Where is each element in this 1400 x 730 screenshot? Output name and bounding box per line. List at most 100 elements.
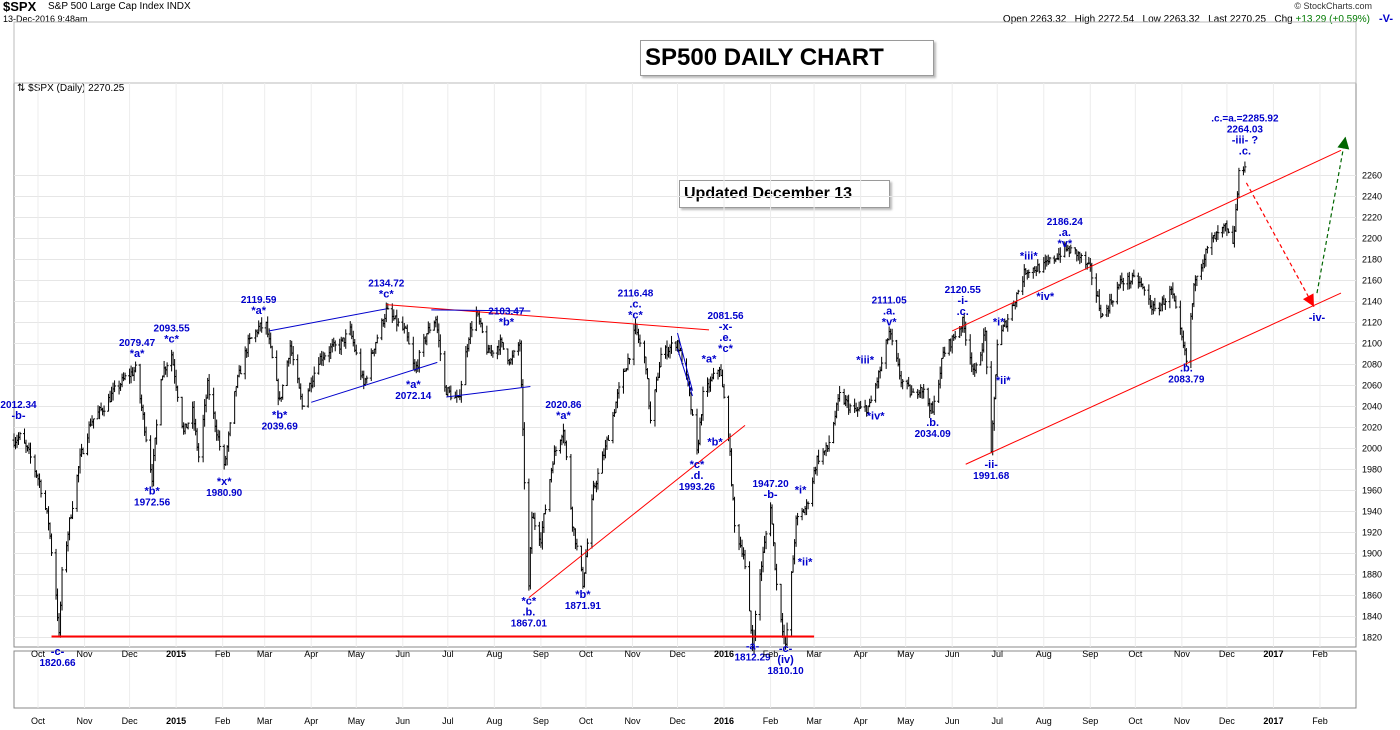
wave-label: 2072.14: [395, 391, 432, 402]
open-value: 2263.32: [1030, 14, 1067, 25]
x-tick-label-lower: Jul: [442, 716, 454, 726]
last-value: 2270.25: [1229, 14, 1267, 25]
wave-label: *a*: [251, 305, 266, 317]
wave-label: -x-: [719, 321, 733, 333]
wave-label: *a*: [406, 379, 421, 391]
wave-label: *v*: [1057, 238, 1072, 250]
axes: 1820 1840 1860 1880 1900 1920 1940 1960 1980 2000…: [31, 171, 1382, 727]
x-tick-label-lower: Oct: [31, 716, 46, 726]
wave-label: 1980.90: [206, 488, 243, 499]
wave-label: *c*: [690, 459, 705, 471]
x-tick-label: Mar: [806, 649, 822, 659]
x-tick-label: Sep: [1082, 649, 1098, 659]
trendline-triangle-lower: [446, 386, 531, 398]
wave-label: 2134.72: [368, 278, 405, 289]
x-tick-label-lower: Oct: [1128, 716, 1143, 726]
wave-label: *iii*: [856, 354, 874, 366]
trendline-triangle-upper: [431, 309, 531, 312]
y-tick-label: 2240: [1362, 192, 1382, 202]
trendline-wedge-upper: [269, 308, 387, 332]
wave-label: 1947.20: [752, 479, 789, 490]
wave-label: *b*: [575, 589, 591, 601]
brand-logo: © StockCharts.com: [1294, 1, 1372, 11]
x-tick-label: Nov: [77, 649, 94, 659]
x-tick-label: Oct: [579, 649, 594, 659]
datetime: 13-Dec-2016 9:48am: [3, 14, 88, 24]
x-tick-label-lower: May: [897, 716, 915, 726]
x-tick-label: May: [348, 649, 366, 659]
y-tick-label: 1980: [1362, 465, 1382, 475]
x-tick-label-lower: Feb: [763, 716, 779, 726]
x-tick-label: 2017: [1263, 649, 1283, 659]
price-bars: [12, 161, 1247, 655]
chart-frame: [13, 21, 1357, 709]
wave-label: 1991.68: [973, 471, 1010, 482]
projection-up-arrowhead: [1337, 136, 1350, 150]
y-tick-label: 2160: [1362, 276, 1382, 286]
y-tick-label: 1880: [1362, 570, 1382, 580]
wave-label: 1871.91: [565, 601, 602, 612]
chg-value: +13.29 (+0.59%): [1295, 14, 1371, 25]
y-tick-label: 1900: [1362, 549, 1382, 559]
wave-label: *b*: [272, 410, 288, 422]
x-tick-label-lower: Aug: [486, 716, 502, 726]
x-tick-label-lower: Oct: [579, 716, 594, 726]
wave-label: -iii- ?: [1232, 135, 1259, 147]
wave-label: *iii*: [1020, 251, 1038, 263]
wave-label: .c.: [629, 298, 641, 310]
index-name-text: S&P 500 Large Cap Index: [48, 1, 165, 12]
y-tick-label: 2080: [1362, 360, 1382, 370]
y-tick-label: 2120: [1362, 318, 1382, 328]
main-title-box: SP500 DAILY CHART: [640, 40, 934, 76]
wave-label: .c.: [957, 306, 969, 318]
wave-label: 2083.79: [1168, 374, 1205, 385]
wave-label: *c*: [164, 333, 179, 345]
x-tick-label-lower: Apr: [304, 716, 318, 726]
x-tick-label: Jun: [396, 649, 411, 659]
wave-label: *i*: [795, 485, 807, 497]
x-tick-label: Dec: [122, 649, 139, 659]
wave-label: 2111.05: [872, 296, 907, 307]
trendline-flag-1: [677, 332, 693, 391]
lower-panel-border: [13, 650, 1357, 709]
y-tick-label: 2020: [1362, 423, 1382, 433]
wave-label: 2039.69: [262, 422, 299, 433]
wave-label: -c-: [51, 646, 65, 658]
wave-label: -iv-: [1309, 312, 1326, 324]
x-tick-label: Aug: [1036, 649, 1052, 659]
x-tick-label: Dec: [669, 649, 686, 659]
wave-label: .e.: [719, 332, 731, 344]
y-tick-label: 2060: [1362, 381, 1382, 391]
wave-label: *c*: [379, 288, 394, 300]
x-tick-label: May: [897, 649, 915, 659]
chart-icon: ⇅: [17, 83, 26, 94]
y-tick-label: 1840: [1362, 612, 1382, 622]
wave-label: *v*: [882, 317, 897, 329]
wave-label: 2119.59: [241, 295, 277, 306]
y-tick-label: 2100: [1362, 339, 1382, 349]
x-tick-label-lower: 2015: [166, 716, 186, 726]
projection-up-line: [1316, 136, 1347, 294]
x-tick-label: Sep: [533, 649, 549, 659]
x-tick-label-lower: Nov: [77, 716, 94, 726]
x-tick-label: Dec: [1219, 649, 1236, 659]
wave-label: 2079.47: [119, 338, 156, 349]
wave-label: *b*: [144, 485, 160, 497]
wave-label: -c-: [779, 643, 793, 655]
wave-label: -b-: [11, 410, 25, 422]
wave-label: .b.: [522, 607, 535, 619]
x-tick-label-lower: Dec: [669, 716, 686, 726]
x-tick-label-lower: Apr: [854, 716, 868, 726]
quote-bar: Open 2263.32 High 2272.54 Low 2263.32 La…: [1003, 14, 1370, 25]
wave-label: *iv*: [867, 411, 885, 423]
x-tick-label: Apr: [304, 649, 318, 659]
x-tick-label: 2015: [166, 649, 186, 659]
wave-label: 1867.01: [511, 619, 548, 630]
projection-down-line: [1245, 182, 1315, 308]
x-tick-label: 2016: [714, 649, 734, 659]
x-tick-label-lower: 2017: [1263, 716, 1283, 726]
x-tick-label: Jul: [991, 649, 1003, 659]
trendline-channel-upper: [951, 149, 1342, 332]
wave-label: 2093.55: [154, 323, 191, 334]
x-tick-label-lower: Jun: [396, 716, 411, 726]
